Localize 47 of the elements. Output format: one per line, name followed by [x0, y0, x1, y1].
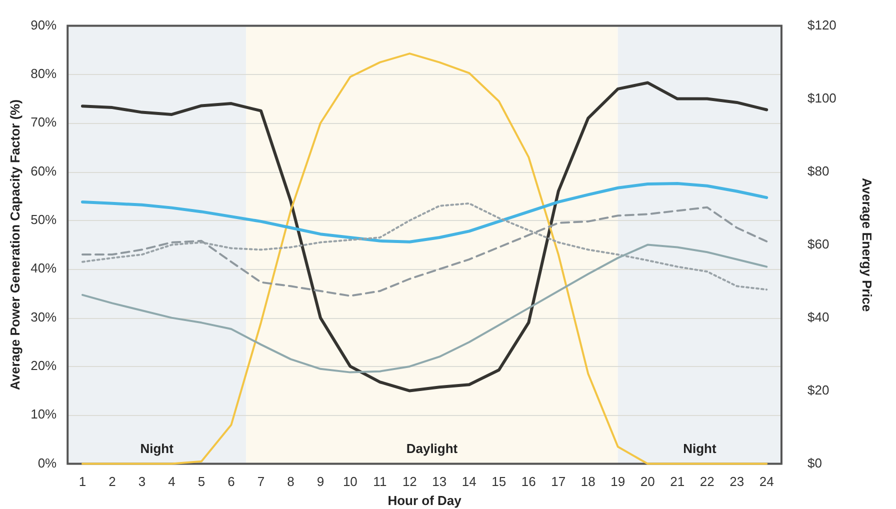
x-tick-label: 4 [168, 474, 176, 490]
y-tick-label: 30% [30, 309, 58, 324]
y-tick-label: 90% [30, 17, 58, 32]
y-axis-title: Average Power Generation Capacity Factor (%) [7, 99, 22, 390]
x-tick-label: 5 [198, 474, 206, 490]
y-tick-label: 40% [30, 260, 58, 276]
y2-tick-label: $80 [807, 163, 830, 178]
x-tick-label: 11 [373, 474, 387, 490]
y-tick-label: 20% [30, 358, 58, 374]
y-tick-label: 10% [30, 406, 58, 422]
x-tick-label: 20 [640, 474, 655, 490]
band-label: Daylight [406, 440, 458, 456]
x-tick-label: 24 [759, 474, 774, 490]
x-tick-label: 17 [551, 474, 566, 490]
x-tick-label: 7 [257, 474, 265, 490]
x-tick-label: 13 [432, 474, 447, 490]
x-tick-label: 6 [228, 474, 235, 490]
y-tick-label: 50% [30, 212, 58, 228]
y-tick-label: 0% [38, 455, 58, 470]
y2-tick-label: $0 [807, 455, 822, 470]
x-tick-label: 22 [700, 474, 714, 490]
y2-tick-label: $20 [807, 382, 830, 398]
x-tick-label: 12 [402, 474, 417, 490]
x-tick-label: 19 [610, 474, 626, 490]
x-tick-label: 21 [670, 474, 685, 490]
band-label: Night [140, 440, 174, 456]
y2-tick-label: $60 [807, 236, 830, 252]
x-tick-label: 3 [138, 474, 146, 490]
x-tick-label: 2 [108, 474, 116, 490]
x-tick-label: 18 [580, 474, 596, 490]
x-tick-label: 1 [78, 474, 86, 490]
y2-tick-label: $120 [807, 17, 836, 32]
y-tick-label: 70% [30, 114, 58, 130]
x-tick-label: 23 [730, 474, 744, 490]
y2-tick-label: $40 [807, 309, 830, 324]
x-tick-label: 9 [316, 474, 324, 490]
x-tick-label: 10 [342, 474, 358, 490]
x-tick-label: 8 [287, 474, 294, 490]
y-tick-label: 60% [30, 163, 58, 178]
y2-tick-label: $100 [807, 90, 836, 106]
band-label: Night [683, 440, 717, 456]
x-tick-label: 15 [492, 474, 506, 490]
y2-axis-title: Average Energy Price [860, 178, 875, 312]
y-tick-label: 80% [30, 66, 58, 82]
x-axis-title: Hour of Day [388, 492, 462, 508]
x-tick-label: 16 [521, 474, 536, 490]
x-tick-label: 14 [462, 474, 476, 490]
